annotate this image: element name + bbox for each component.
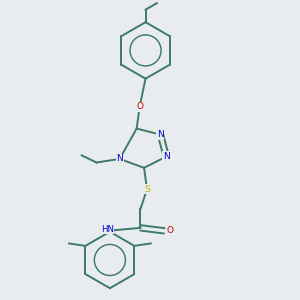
Text: O: O (136, 102, 143, 111)
Text: HN: HN (101, 225, 114, 234)
Text: N: N (116, 154, 123, 164)
Text: S: S (144, 185, 150, 194)
Text: N: N (157, 130, 164, 139)
Text: N: N (163, 152, 170, 161)
Text: O: O (166, 226, 173, 235)
